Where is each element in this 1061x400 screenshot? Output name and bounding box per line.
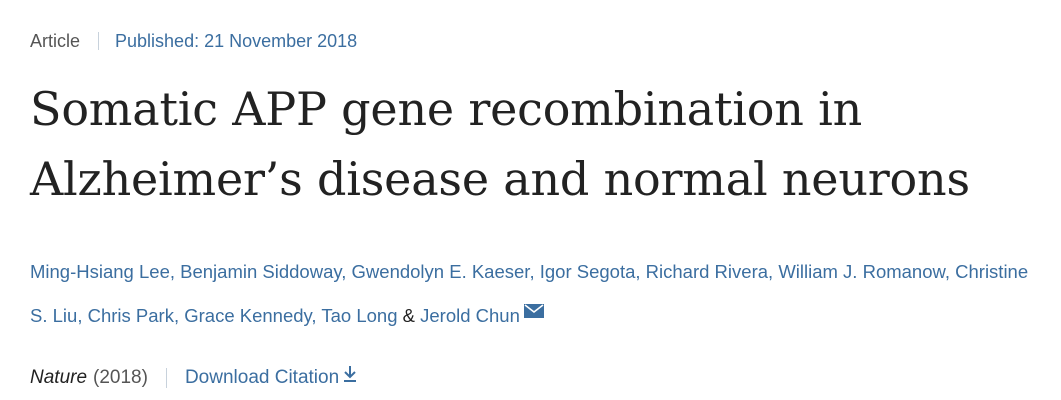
mail-icon[interactable]: [523, 292, 544, 332]
citation-row: Nature (2018) Download Citation: [30, 364, 1040, 392]
meta-divider: [98, 32, 100, 50]
author-ampersand: &: [397, 305, 421, 326]
author-separator: ,: [341, 261, 352, 282]
article-header: Article Published: 21 November 2018 Soma…: [30, 28, 1040, 392]
article-type-label: Article: [30, 31, 81, 51]
article-title: Somatic APP gene recombination in Alzhei…: [30, 74, 1040, 214]
author-link[interactable]: Igor Segota: [539, 261, 636, 282]
author-separator: ,: [635, 261, 646, 282]
author-separator: ,: [768, 261, 779, 282]
download-icon: [343, 364, 357, 392]
author-link[interactable]: Grace Kennedy: [184, 305, 312, 326]
author-separator: ,: [169, 261, 181, 282]
published-date: Published: 21 November 2018: [115, 31, 358, 51]
download-citation-link[interactable]: Download Citation: [185, 364, 357, 392]
journal-year: (2018): [93, 367, 148, 388]
download-citation-label: Download Citation: [184, 367, 340, 388]
journal-name: Nature: [30, 367, 88, 388]
author-link[interactable]: Benjamin Siddoway: [180, 261, 342, 282]
author-separator: ,: [311, 305, 322, 326]
author-separator: ,: [77, 305, 88, 326]
author-link[interactable]: Ming-Hsiang Lee: [30, 261, 170, 282]
author-link[interactable]: William J. Romanow: [778, 261, 945, 282]
author-separator: ,: [944, 261, 956, 282]
title-line-1: Somatic APP gene recombination in: [30, 82, 863, 136]
author-link[interactable]: Christine S. Liu: [30, 261, 1029, 326]
author-list: Ming-Hsiang Lee, Benjamin Siddoway, Gwen…: [30, 252, 1040, 336]
title-line-2: Alzheimer’s disease and normal neurons: [30, 152, 970, 206]
article-meta: Article Published: 21 November 2018: [30, 28, 1040, 54]
citation-divider: [165, 368, 167, 388]
author-link[interactable]: Gwendolyn E. Kaeser: [351, 261, 530, 282]
author-link[interactable]: Richard Rivera: [645, 261, 769, 282]
author-separator: ,: [173, 305, 185, 326]
author-link[interactable]: Jerold Chun: [420, 305, 520, 326]
author-link[interactable]: Chris Park: [87, 305, 174, 326]
author-separator: ,: [529, 261, 540, 282]
author-link[interactable]: Tao Long: [321, 305, 398, 326]
